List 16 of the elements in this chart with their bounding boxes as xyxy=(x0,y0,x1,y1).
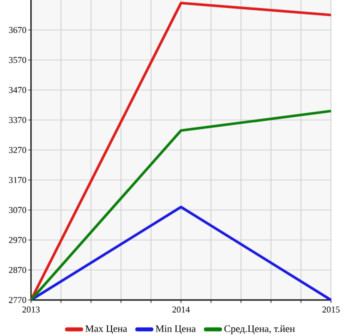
y-tick-label: 3470 xyxy=(8,86,26,94)
legend-label: Min Цена xyxy=(156,325,196,334)
y-tick-label: 2870 xyxy=(8,266,26,274)
legend-label: Max Цена xyxy=(85,325,128,334)
y-tick-label: 3170 xyxy=(8,176,26,184)
x-tick-label: 2015 xyxy=(322,306,340,313)
x-tick-label: 2013 xyxy=(22,306,40,313)
y-tick-label: 3370 xyxy=(8,116,26,124)
y-tick-label: 3670 xyxy=(8,26,26,34)
y-tick-label: 3570 xyxy=(8,56,26,64)
y-tick-label: 3070 xyxy=(8,206,26,214)
x-tick-label: 2014 xyxy=(172,306,190,313)
legend-label: Сред.Цена, т.йен xyxy=(224,325,295,334)
y-tick-label: 2970 xyxy=(8,236,26,244)
y-tick-label: 2770 xyxy=(8,296,26,304)
y-tick-label: 3270 xyxy=(8,146,26,154)
